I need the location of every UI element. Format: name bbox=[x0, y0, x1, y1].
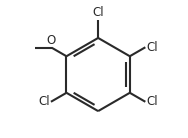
Text: O: O bbox=[46, 34, 56, 47]
Text: Cl: Cl bbox=[146, 41, 158, 54]
Text: Cl: Cl bbox=[92, 6, 104, 19]
Text: Cl: Cl bbox=[146, 95, 158, 108]
Text: Cl: Cl bbox=[38, 95, 50, 108]
